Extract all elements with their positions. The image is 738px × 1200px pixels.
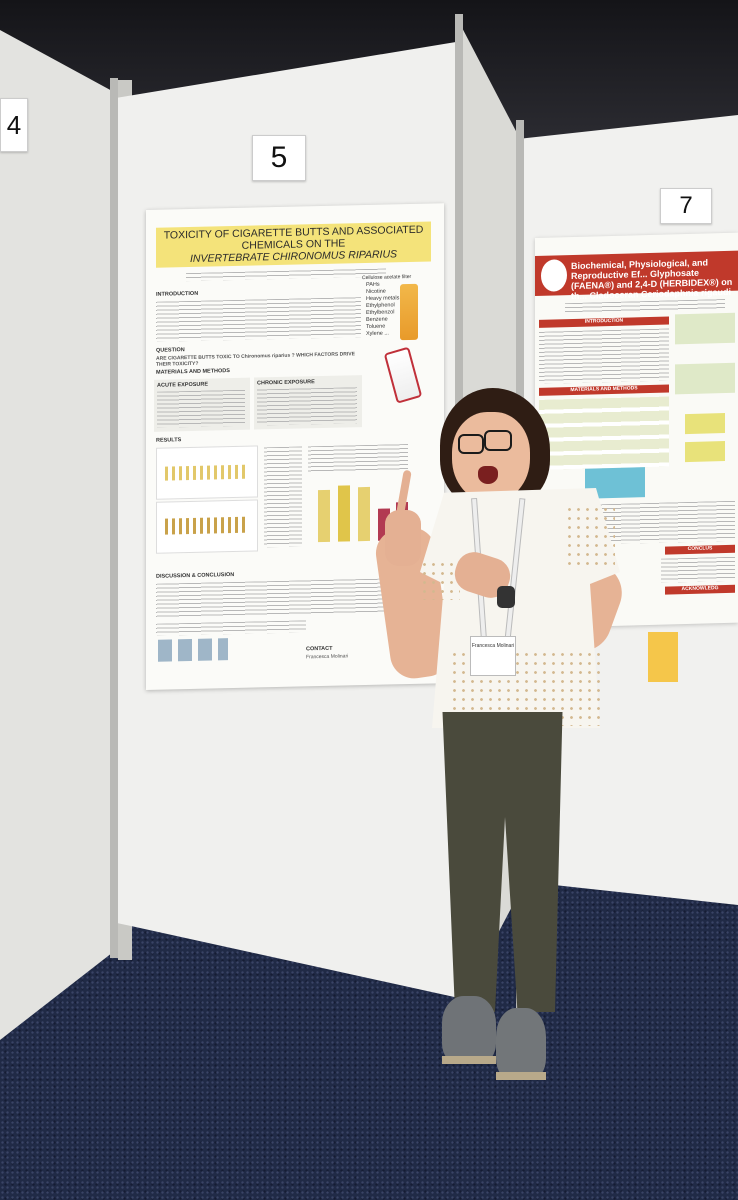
sneaker-right-sole xyxy=(496,1072,546,1080)
section-discussion: DISCUSSION & CONCLUSION xyxy=(156,571,235,580)
poster-title: TOXICITY OF CIGARETTE BUTTS AND ASSOCIAT… xyxy=(156,221,431,268)
poster2-intro-text xyxy=(539,328,669,384)
chronic-results-text xyxy=(308,444,408,473)
name-badge: Francesca Molinari xyxy=(470,636,516,676)
wristwatch xyxy=(497,586,515,608)
poster2-introduction: INTRODUCTION xyxy=(539,316,669,328)
boxplot-series-2 xyxy=(165,516,249,535)
bar-3 xyxy=(358,486,370,542)
introduction-text xyxy=(156,297,361,342)
sneaker-left-sole xyxy=(442,1056,496,1064)
glasses-right-lens xyxy=(484,430,512,451)
acute-text xyxy=(157,389,245,428)
poster2-chart-4 xyxy=(685,441,725,463)
chronic-text xyxy=(257,387,357,426)
results-chart-1 xyxy=(156,445,258,500)
boxplot-series-1 xyxy=(165,464,249,481)
poster-authors xyxy=(186,268,386,282)
chronic-heading: CHRONIC EXPOSURE xyxy=(257,379,315,387)
section-materials: MATERIALS AND METHODS xyxy=(156,368,230,376)
pointing-hand xyxy=(385,510,421,566)
glasses-left-lens xyxy=(458,434,484,454)
poster2-authors xyxy=(565,299,725,314)
contact-heading: CONTACT xyxy=(306,645,333,653)
section-results: RESULTS xyxy=(156,437,182,444)
acute-box: ACUTE EXPOSURE xyxy=(154,377,250,432)
sneaker-left xyxy=(442,996,496,1064)
section-question: QUESTION xyxy=(156,347,185,354)
blouse-lace-sleeve-left xyxy=(420,560,460,600)
left-poster-panel xyxy=(0,30,130,1040)
badge-name: Francesca Molinari xyxy=(471,643,515,649)
acute-results-text xyxy=(264,446,302,548)
section-introduction: INTRODUCTION xyxy=(156,290,199,298)
bar-2 xyxy=(338,485,350,542)
poster2-conclusion: CONCLUS xyxy=(665,544,735,555)
poster2-conclusion-text xyxy=(661,556,735,583)
results-chart-2 xyxy=(156,499,258,554)
poster2-chart-3 xyxy=(685,413,725,435)
open-mouth xyxy=(478,466,498,484)
acute-heading: ACUTE EXPOSURE xyxy=(157,381,209,389)
cigarette-butt-illustration xyxy=(400,283,418,341)
question-text: ARE CIGARETTE BUTTS TOXIC TO Chironomus … xyxy=(156,351,355,368)
chronic-box: CHRONIC EXPOSURE xyxy=(254,375,362,430)
poster2-chart-2 xyxy=(675,362,735,395)
cigarette-filter-illustration xyxy=(383,346,423,404)
blouse-lace-sleeve-right xyxy=(565,505,615,565)
board-number-5: 5 xyxy=(252,135,306,181)
institution-logos xyxy=(158,638,228,662)
references-text xyxy=(156,620,306,636)
person-face xyxy=(452,412,530,502)
poster2-materials: MATERIALS AND METHODS xyxy=(539,384,669,396)
poster2-acknowledge: ACKNOWLEDG xyxy=(665,584,735,595)
bar-1 xyxy=(318,489,330,543)
sneaker-right xyxy=(496,1008,546,1080)
sticky-note xyxy=(648,632,678,682)
poster2-methods-table xyxy=(539,396,669,470)
panel-pole-left xyxy=(110,78,118,958)
board-number-7: 7 xyxy=(660,188,712,224)
board-number-4: 4 xyxy=(0,98,28,152)
poster2-chart-1 xyxy=(675,312,735,345)
contact-name: Francesca Molinari xyxy=(306,653,349,661)
